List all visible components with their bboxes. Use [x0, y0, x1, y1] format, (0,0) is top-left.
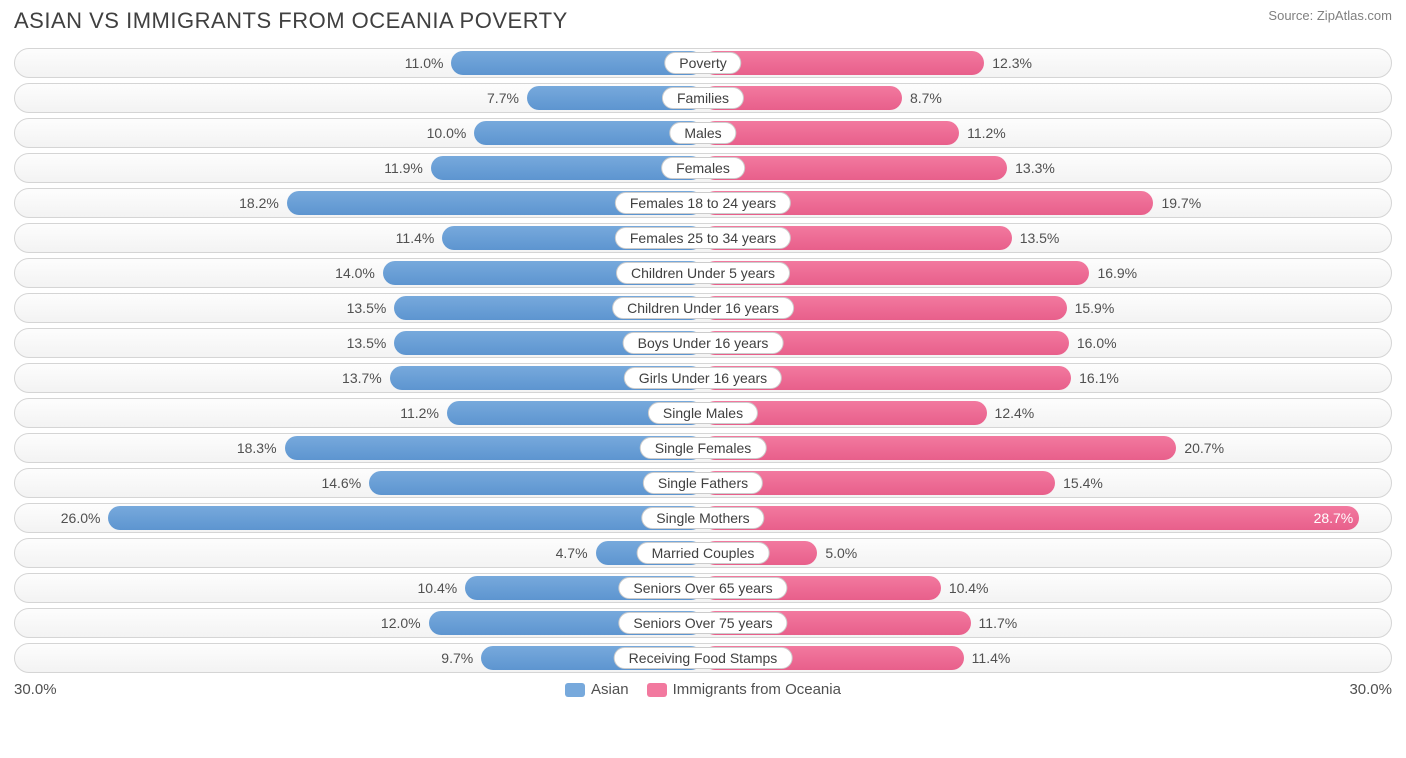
chart-title: ASIAN VS IMMIGRANTS FROM OCEANIA POVERTY [14, 8, 568, 34]
poverty-comparison-chart: ASIAN VS IMMIGRANTS FROM OCEANIA POVERTY… [0, 0, 1406, 712]
chart-legend: Asian Immigrants from Oceania [565, 681, 841, 698]
chart-row: 11.4% 13.5% Females 25 to 34 years [14, 223, 1392, 253]
value-right: 12.4% [987, 405, 1035, 421]
value-right: 20.7% [1176, 440, 1224, 456]
value-right: 28.7% [1314, 510, 1354, 526]
chart-header: ASIAN VS IMMIGRANTS FROM OCEANIA POVERTY… [14, 8, 1392, 34]
bar-right: 28.7% [703, 506, 1359, 530]
category-label: Children Under 16 years [612, 297, 794, 319]
chart-rows: 11.0%12.3%Poverty7.7%8.7%Families10.0%11… [14, 48, 1392, 673]
category-label: Females 18 to 24 years [615, 192, 791, 214]
value-right: 19.7% [1153, 195, 1201, 211]
value-right: 13.3% [1007, 160, 1055, 176]
category-label: Single Females [640, 437, 767, 459]
value-right: 11.4% [964, 650, 1011, 666]
category-label: Married Couples [637, 542, 770, 564]
chart-row: 13.5% 15.9% Children Under 16 years [14, 293, 1392, 323]
axis-right-max: 30.0% [1349, 681, 1392, 698]
value-right: 15.9% [1067, 300, 1115, 316]
value-right: 16.0% [1069, 335, 1117, 351]
legend-swatch-right [647, 683, 667, 697]
category-label: Seniors Over 65 years [618, 577, 787, 599]
value-left: 11.2% [400, 405, 447, 421]
value-left: 14.6% [321, 475, 369, 491]
value-left: 13.5% [347, 300, 395, 316]
category-label: Females [661, 157, 745, 179]
bar-right: 20.7% [703, 436, 1176, 460]
category-label: Girls Under 16 years [624, 367, 782, 389]
category-label: Receiving Food Stamps [614, 647, 793, 669]
value-left: 14.0% [335, 265, 383, 281]
chart-row: 18.2% 19.7% Females 18 to 24 years [14, 188, 1392, 218]
chart-row: 18.3%20.7%Single Females [14, 433, 1392, 463]
value-right: 11.7% [971, 615, 1018, 631]
category-label: Females 25 to 34 years [615, 227, 791, 249]
value-left: 18.3% [237, 440, 285, 456]
value-left: 18.2% [239, 195, 287, 211]
category-label: Families [662, 87, 744, 109]
value-right: 12.3% [984, 55, 1032, 71]
chart-row: 13.5% 16.0% Boys Under 16 years [14, 328, 1392, 358]
value-right: 5.0% [817, 545, 857, 561]
value-right: 16.1% [1071, 370, 1119, 386]
value-right: 15.4% [1055, 475, 1103, 491]
chart-row: 7.7% 8.7% Families [14, 83, 1392, 113]
legend-label-left: Asian [591, 681, 629, 698]
chart-row: 11.2% 12.4% Single Males [14, 398, 1392, 428]
source-name: ZipAtlas.com [1317, 8, 1392, 23]
value-left: 9.7% [441, 650, 481, 666]
legend-item-left: Asian [565, 681, 629, 698]
category-label: Seniors Over 75 years [618, 612, 787, 634]
category-label: Children Under 5 years [616, 262, 790, 284]
value-left: 13.5% [347, 335, 395, 351]
value-right: 11.2% [959, 125, 1006, 141]
value-left: 7.7% [487, 90, 527, 106]
legend-label-right: Immigrants from Oceania [673, 681, 841, 698]
value-left: 13.7% [342, 370, 390, 386]
value-left: 10.4% [417, 580, 465, 596]
chart-row: 11.0%12.3%Poverty [14, 48, 1392, 78]
value-right: 13.5% [1012, 230, 1060, 246]
value-left: 11.0% [405, 55, 452, 71]
chart-row: 13.7% 16.1% Girls Under 16 years [14, 363, 1392, 393]
chart-row: 14.6% 15.4% Single Fathers [14, 468, 1392, 498]
value-left: 11.9% [384, 160, 431, 176]
category-label: Single Mothers [641, 507, 764, 529]
chart-source: Source: ZipAtlas.com [1268, 8, 1392, 23]
chart-row: 10.4% 10.4% Seniors Over 65 years [14, 573, 1392, 603]
value-right: 10.4% [941, 580, 989, 596]
axis-left-max: 30.0% [14, 681, 57, 698]
value-left: 26.0% [61, 510, 109, 526]
chart-row: 9.7% 11.4% Receiving Food Stamps [14, 643, 1392, 673]
source-prefix: Source: [1268, 8, 1313, 23]
category-label: Single Fathers [643, 472, 763, 494]
bar-right: 12.3% [703, 51, 984, 75]
chart-row: 4.7% 5.0% Married Couples [14, 538, 1392, 568]
category-label: Males [669, 122, 736, 144]
category-label: Poverty [664, 52, 741, 74]
legend-swatch-left [565, 683, 585, 697]
chart-row: 12.0% 11.7% Seniors Over 75 years [14, 608, 1392, 638]
chart-row: 26.0% 28.7% Single Mothers [14, 503, 1392, 533]
chart-footer: 30.0% Asian Immigrants from Oceania 30.0… [14, 681, 1392, 698]
category-label: Boys Under 16 years [623, 332, 784, 354]
bar-right: 13.3% [703, 156, 1007, 180]
value-right: 8.7% [902, 90, 942, 106]
chart-row: 10.0%11.2%Males [14, 118, 1392, 148]
value-left: 12.0% [381, 615, 429, 631]
chart-row: 11.9%13.3%Females [14, 153, 1392, 183]
chart-row: 14.0% 16.9% Children Under 5 years [14, 258, 1392, 288]
value-right: 16.9% [1089, 265, 1137, 281]
value-left: 10.0% [427, 125, 475, 141]
legend-item-right: Immigrants from Oceania [647, 681, 841, 698]
bar-left: 26.0% [108, 506, 703, 530]
value-left: 4.7% [556, 545, 596, 561]
category-label: Single Males [648, 402, 758, 424]
bar-right: 11.2% [703, 121, 959, 145]
value-left: 11.4% [396, 230, 443, 246]
